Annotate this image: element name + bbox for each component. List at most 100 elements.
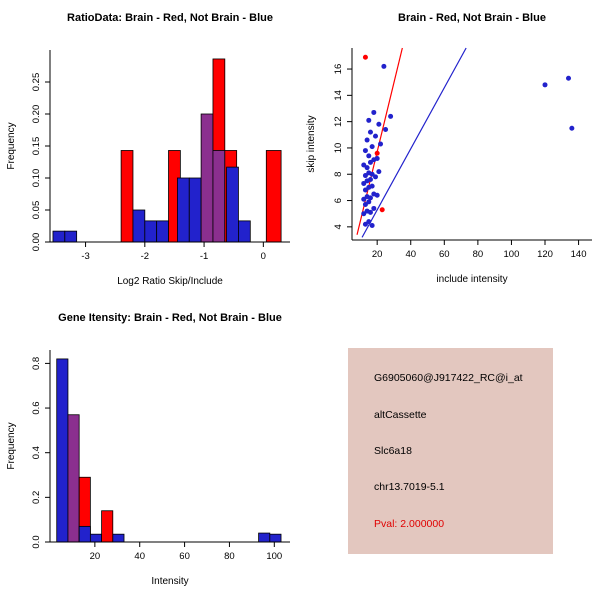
data-point-blue (361, 211, 367, 217)
hist-bar-blue (132, 209, 146, 243)
hist-bar-red (101, 510, 114, 543)
x-tick-label: 40 (405, 249, 416, 260)
intensity-scatter-chart: Brain - Red, Not Brain - Blue 20 40 60 80 100… (306, 12, 592, 285)
y-axis-label: skip intensity (306, 115, 317, 172)
data-point-blue (362, 148, 368, 154)
y-tick-label: 14 (333, 90, 344, 101)
y-tick-label: 0.10 (31, 169, 42, 188)
hist-bar-blue (78, 525, 91, 543)
gene-info-box: G6905060@J917422_RC@i_at altCassette Slc6a… (348, 348, 553, 554)
hist-bar-blue (56, 358, 69, 543)
y-tick-label: 0.2 (31, 491, 42, 504)
data-point-blue (372, 133, 378, 139)
scatter-panel: Brain - Red, Not Brain - Blue 20 40 60 80 100… (300, 0, 600, 300)
x-tick-label: 60 (439, 249, 450, 260)
info-line: G6905060@J917422_RC@i_at (374, 372, 523, 385)
y-tick-label: 0.05 (31, 201, 42, 220)
x-tick-label: 80 (224, 551, 235, 562)
hist-bar-blue (144, 220, 158, 243)
x-tick-label: 100 (504, 249, 520, 260)
y-tick-label: 0.00 (31, 233, 42, 252)
y-tick-label: 8 (333, 172, 344, 177)
x-tick-label: 80 (473, 249, 484, 260)
data-point-blue (371, 109, 377, 115)
data-point-blue (369, 183, 375, 189)
hist-bar-purple (212, 150, 226, 243)
y-axis-label: Frequency (6, 422, 17, 469)
gene-intensity-panel: Gene Itensity: Brain - Red, Not Brain - … (0, 300, 300, 600)
y-tick-label: 0.6 (31, 401, 42, 414)
x-tick-label: -1 (200, 251, 208, 262)
x-axis-label: Intensity (151, 576, 188, 587)
pval-line: Pval: 2.000000 (374, 517, 445, 530)
hist-bar-blue (52, 230, 66, 243)
y-axis-label: Frequency (6, 122, 17, 169)
data-point-blue (383, 127, 389, 133)
info-line: chr13.7019-5.1 (374, 481, 445, 494)
data-point-blue (374, 192, 380, 198)
data-point-blue (362, 221, 368, 227)
data-point-blue (378, 141, 384, 147)
y-tick-label: 10 (333, 143, 344, 154)
data-point-blue (362, 173, 368, 179)
y-tick-label: 16 (333, 64, 344, 75)
hist-bar-blue (177, 177, 190, 243)
gene-intensity-chart: Gene Itensity: Brain - Red, Not Brain - … (6, 312, 290, 587)
data-point-blue (362, 201, 368, 207)
x-tick-label: 140 (571, 249, 587, 260)
hist-bar-red (265, 150, 282, 243)
data-point-blue (367, 209, 373, 215)
x-tick-label: 20 (90, 551, 101, 562)
data-point-blue (364, 137, 370, 143)
data-point-blue (542, 82, 548, 88)
chart-title: Gene Itensity: Brain - Red, Not Brain - … (58, 312, 282, 324)
data-point-blue (361, 180, 367, 186)
hist-bar-blue (258, 532, 271, 543)
hist-bar-blue (188, 177, 202, 243)
y-tick-label: 4 (333, 224, 344, 229)
data-point-red (379, 207, 385, 213)
y-tick-label: 0.4 (31, 446, 42, 459)
hist-bar-blue (89, 533, 102, 543)
y-tick-label: 12 (333, 116, 344, 127)
hist-bar-red (120, 150, 134, 243)
fit-line-blue (361, 47, 467, 238)
x-tick-label: 60 (179, 551, 190, 562)
info-panel: G6905060@J917422_RC@i_at altCassette Slc6a… (300, 300, 600, 600)
y-tick-label: 6 (333, 198, 344, 203)
hist-bar-purple (67, 414, 80, 543)
data-point-blue (376, 169, 382, 175)
data-point-blue (367, 129, 373, 135)
data-point-blue (367, 159, 373, 165)
y-tick-label: 0.25 (31, 73, 42, 92)
data-point-blue (369, 171, 375, 177)
data-point-blue (369, 223, 375, 229)
chart-title: Brain - Red, Not Brain - Blue (398, 12, 546, 24)
x-tick-label: 40 (134, 551, 145, 562)
data-point-blue (569, 125, 575, 131)
data-point-blue (381, 63, 387, 69)
ratio-histogram-chart: RatioData: Brain - Red, Not Brain - Blue… (6, 12, 290, 287)
data-point-blue (374, 155, 380, 161)
hist-bar-blue (112, 533, 125, 543)
data-point-blue (366, 199, 372, 205)
info-line: Slc6a18 (374, 444, 412, 457)
y-tick-label: 0.15 (31, 137, 42, 156)
data-point-blue (376, 121, 382, 127)
x-axis-label: Log2 Ratio Skip/Include (117, 276, 223, 287)
data-point-red (374, 150, 380, 156)
data-point-blue (369, 144, 375, 150)
data-point-blue (361, 162, 367, 168)
data-point-blue (361, 196, 367, 202)
data-point-blue (367, 195, 373, 201)
data-point-red (362, 54, 368, 60)
x-tick-label: -2 (141, 251, 149, 262)
x-tick-label: 100 (266, 551, 282, 562)
data-point-blue (372, 174, 378, 180)
hist-bar-blue (64, 230, 78, 243)
hist-bar-blue (238, 220, 251, 243)
x-tick-label: 20 (372, 249, 383, 260)
data-point-blue (366, 153, 372, 159)
ratio-histogram-panel: RatioData: Brain - Red, Not Brain - Blue… (0, 0, 300, 300)
